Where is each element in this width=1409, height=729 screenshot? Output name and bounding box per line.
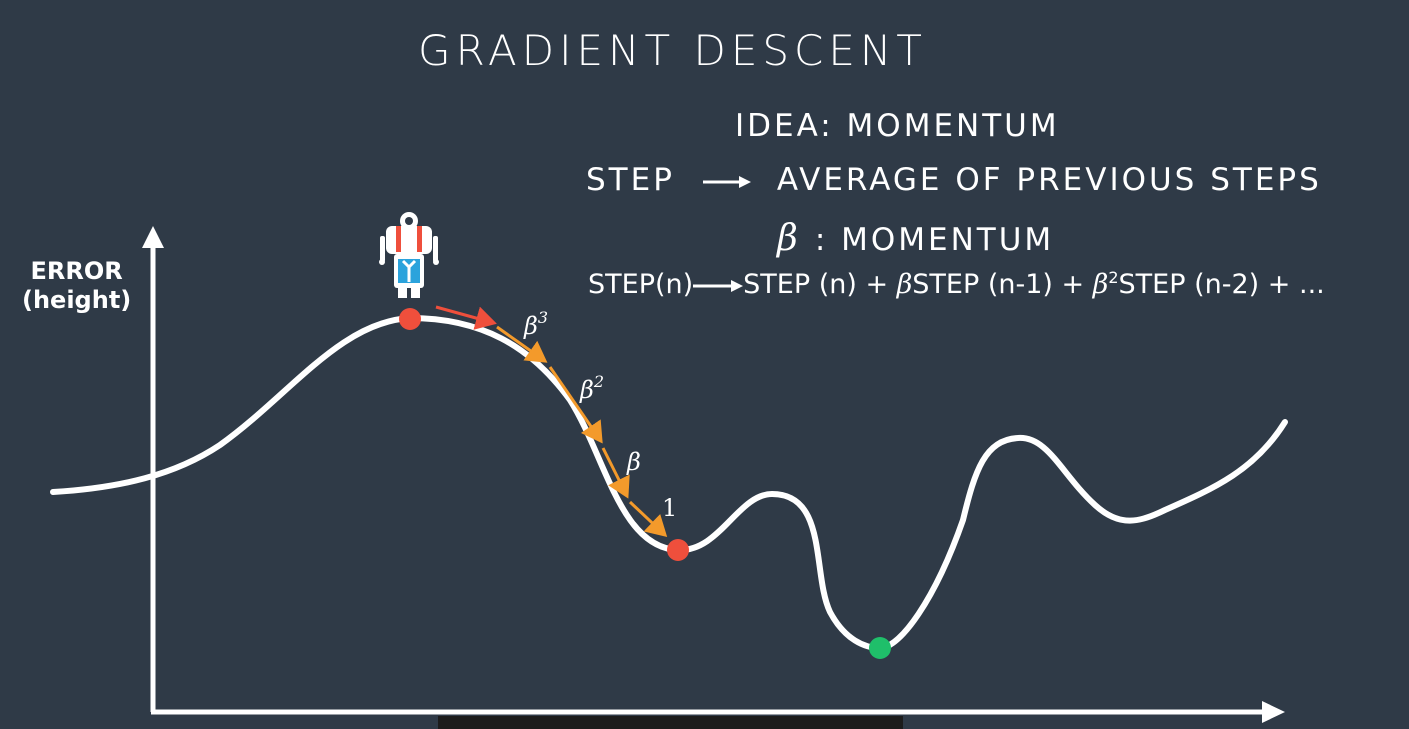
beta-definition: β : MOMENTUM bbox=[777, 218, 1054, 259]
label-one: 1 bbox=[662, 494, 677, 522]
formula-term-n1: STEP (n-1) + bbox=[912, 269, 1093, 300]
formula-beta-squared: β bbox=[1092, 269, 1109, 300]
formula-term-n2: STEP (n-2) + ... bbox=[1118, 269, 1325, 300]
step-rule-left: STEP bbox=[586, 162, 675, 198]
subtitle-overlay bbox=[438, 716, 903, 729]
x-axis bbox=[151, 701, 1285, 723]
robot-icon bbox=[379, 212, 439, 298]
formula-lhs: STEP(n) bbox=[588, 269, 694, 300]
step-arrow-one bbox=[628, 500, 668, 538]
formula-exponent: 2 bbox=[1108, 268, 1119, 287]
formula-term-n: STEP (n) + bbox=[743, 269, 897, 300]
y-axis-label-line2: (height) bbox=[22, 286, 132, 314]
global-minimum-point bbox=[869, 637, 891, 659]
formula-beta: β bbox=[896, 269, 913, 300]
y-axis-label-line1: ERROR bbox=[30, 257, 123, 285]
step-rule-right: AVERAGE OF PREVIOUS STEPS bbox=[776, 162, 1322, 198]
label-beta: β bbox=[626, 448, 641, 476]
page-title: GRADIENT DESCENT bbox=[418, 26, 927, 75]
error-curve bbox=[50, 314, 1288, 652]
label-beta3: β3 bbox=[523, 308, 548, 340]
step-rule: STEP AVERAGE OF PREVIOUS STEPS bbox=[586, 162, 1322, 198]
right-arrow-icon bbox=[702, 162, 751, 198]
momentum-step-arrow bbox=[435, 305, 497, 330]
y-axis-label: ERROR (height) bbox=[22, 257, 131, 315]
beta-symbol: β bbox=[777, 218, 801, 259]
step-arrow-beta2 bbox=[548, 366, 603, 444]
formula-arrow-icon bbox=[693, 269, 744, 300]
idea-heading: IDEA: MOMENTUM bbox=[735, 108, 1060, 144]
label-beta2: β2 bbox=[579, 372, 604, 404]
step-arrow-beta bbox=[601, 447, 630, 499]
step-arrow-beta3 bbox=[496, 325, 548, 363]
momentum-formula: STEP(n) STEP (n) + βSTEP (n-1) + β2STEP (… bbox=[588, 268, 1325, 300]
beta-definition-text: : MOMENTUM bbox=[814, 222, 1055, 258]
y-axis bbox=[142, 226, 164, 712]
current-point bbox=[667, 539, 689, 561]
start-point bbox=[399, 308, 421, 330]
